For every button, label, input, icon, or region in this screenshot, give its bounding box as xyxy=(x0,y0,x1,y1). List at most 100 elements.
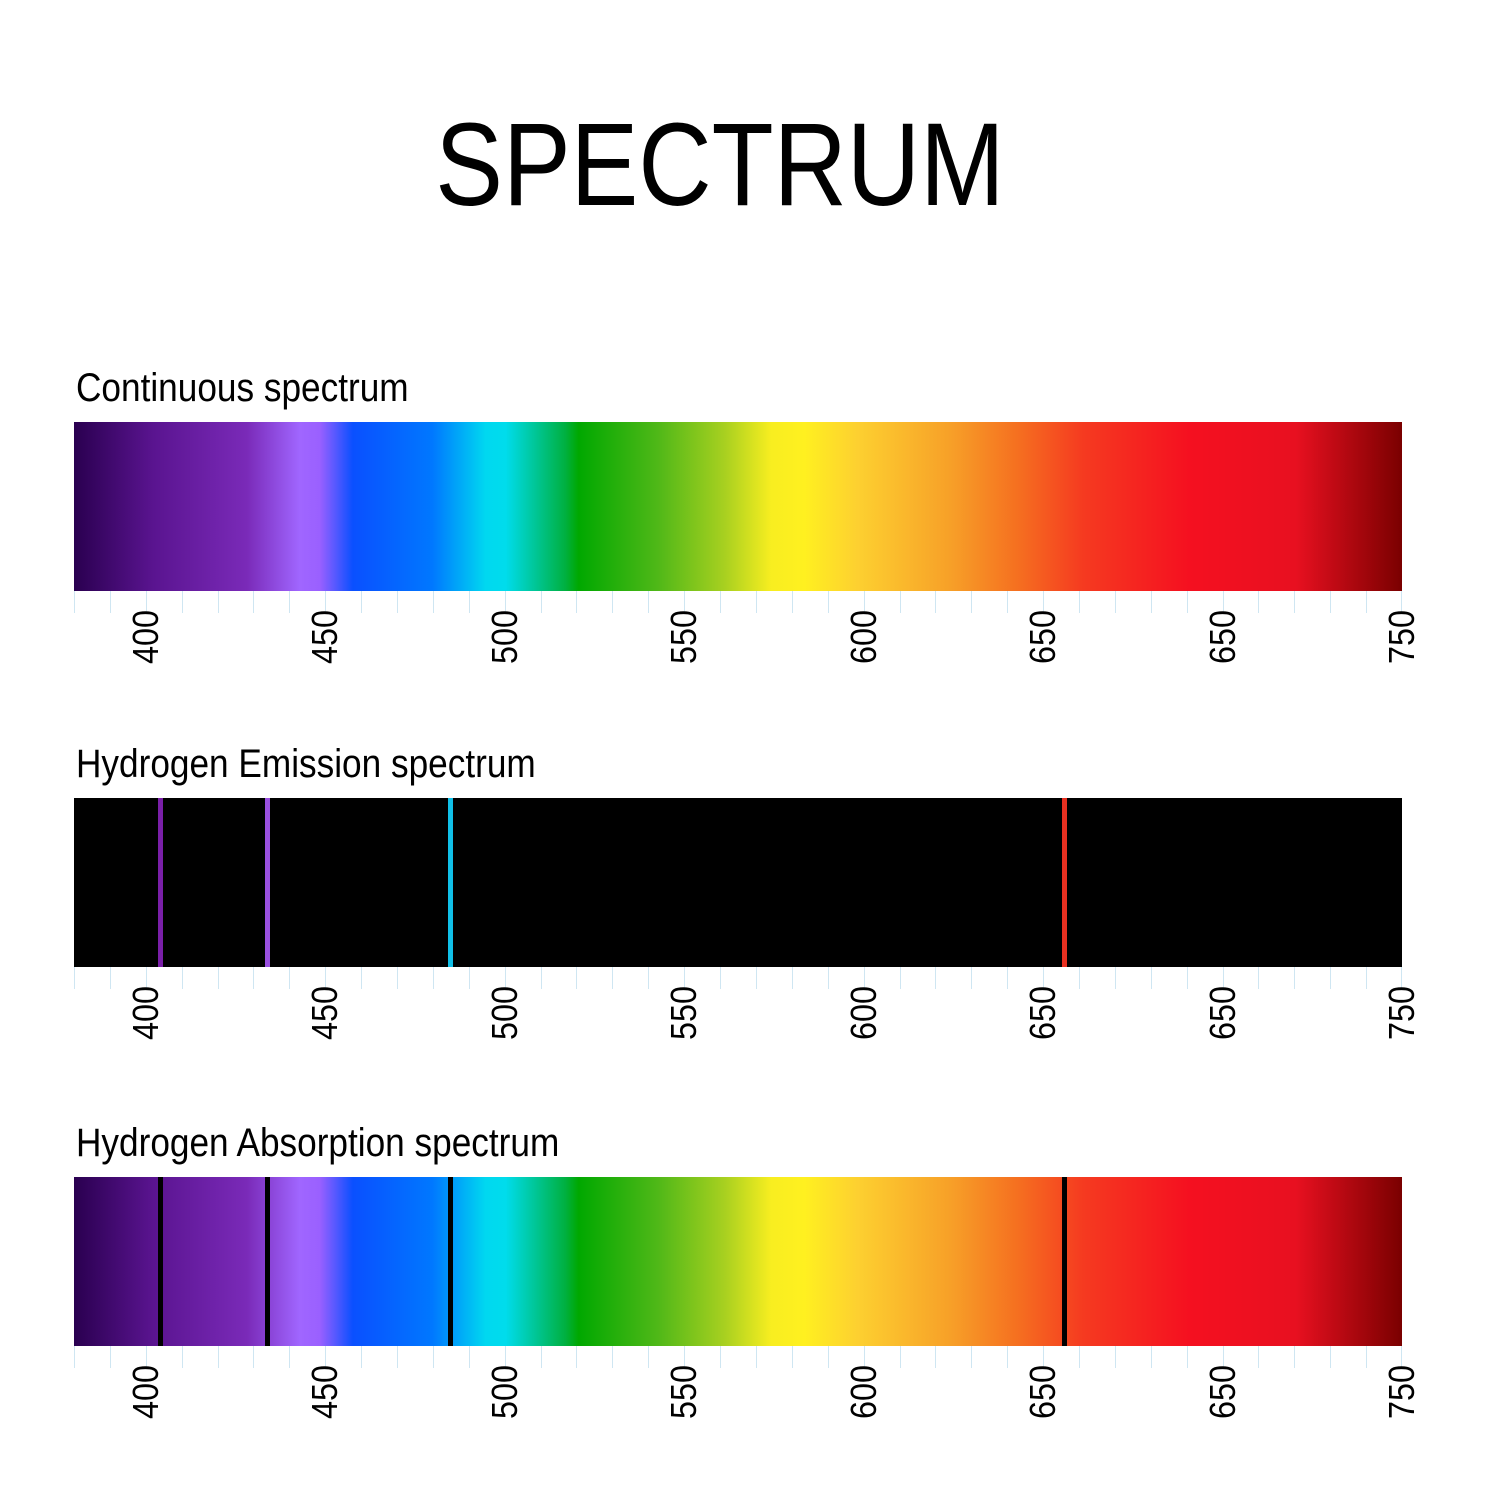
axis-tick xyxy=(1258,967,1260,989)
tick-label: 600 xyxy=(842,609,884,664)
axis-tick xyxy=(648,967,650,989)
axis-tick xyxy=(863,591,865,613)
tick-label: 750 xyxy=(1381,985,1422,1040)
tick-label: 650 xyxy=(1022,1364,1064,1419)
axis-tick xyxy=(1078,591,1080,613)
axis-tick xyxy=(468,1346,470,1368)
tick-label: 450 xyxy=(304,609,346,664)
section-label: Continuous spectrum xyxy=(76,366,409,410)
axis-tick xyxy=(1043,967,1045,989)
axis-tick xyxy=(1258,1346,1260,1368)
axis-tick xyxy=(935,1346,937,1368)
axis-tick xyxy=(1007,1346,1009,1368)
axis-tick xyxy=(397,591,399,613)
spectral-line xyxy=(265,798,271,967)
axis-tick xyxy=(612,967,614,989)
tick-label: 550 xyxy=(663,1364,705,1419)
axis-tick xyxy=(468,591,470,613)
tick-label: 650 xyxy=(1022,985,1064,1040)
axis-tick xyxy=(1366,591,1368,613)
tick-label: 450 xyxy=(304,1364,346,1419)
axis-tick xyxy=(827,967,829,989)
axis-tick xyxy=(397,967,399,989)
tick-label: 400 xyxy=(124,609,166,664)
axis-tick xyxy=(1186,1346,1188,1368)
axis-tick xyxy=(217,1346,219,1368)
axis-tick xyxy=(1043,591,1045,613)
tick-label: 650 xyxy=(1201,609,1243,664)
axis-tick xyxy=(1330,591,1332,613)
axis-tick xyxy=(432,1346,434,1368)
axis-tick xyxy=(1150,1346,1152,1368)
axis-tick xyxy=(1401,591,1402,613)
axis-tick xyxy=(217,967,219,989)
tick-label: 450 xyxy=(304,985,346,1040)
wavelength-axis: 400 450 500 550 600 650 650 750 xyxy=(74,591,1422,681)
axis-tick xyxy=(1007,967,1009,989)
axis-tick xyxy=(684,967,686,989)
tick-label: 750 xyxy=(1381,1364,1422,1419)
axis-tick xyxy=(1043,1346,1045,1368)
spectral-line xyxy=(448,798,454,967)
spectral-line xyxy=(1062,798,1068,967)
spectral-line xyxy=(157,798,163,967)
axis-tick xyxy=(1078,1346,1080,1368)
axis-tick xyxy=(540,1346,542,1368)
axis-tick xyxy=(935,967,937,989)
axis-tick xyxy=(1366,967,1368,989)
axis-tick xyxy=(397,1346,399,1368)
tick-label: 400 xyxy=(124,985,166,1040)
axis-tick xyxy=(145,1346,147,1368)
axis-tick xyxy=(540,967,542,989)
axis-tick xyxy=(432,967,434,989)
wavelength-axis: 400 450 500 550 600 650 650 750 xyxy=(74,1346,1422,1436)
axis-tick xyxy=(289,591,291,613)
axis-tick xyxy=(863,967,865,989)
spectral-line xyxy=(448,1177,454,1346)
axis-tick xyxy=(1222,1346,1224,1368)
axis-tick xyxy=(1150,967,1152,989)
axis-tick xyxy=(648,1346,650,1368)
spectral-line xyxy=(265,1177,271,1346)
tick-label: 600 xyxy=(842,1364,884,1419)
axis-tick xyxy=(1186,591,1188,613)
axis-tick xyxy=(504,1346,506,1368)
continuous-spectrum-bar xyxy=(74,422,1402,591)
axis-tick xyxy=(109,591,111,613)
tick-label: 650 xyxy=(1201,1364,1243,1419)
axis-tick xyxy=(755,1346,757,1368)
spectral-line xyxy=(1062,1177,1068,1346)
axis-tick xyxy=(74,1346,75,1368)
axis-tick xyxy=(684,1346,686,1368)
axis-tick xyxy=(1366,1346,1368,1368)
axis-tick xyxy=(899,591,901,613)
section-label: Hydrogen Absorption spectrum xyxy=(76,1121,560,1165)
axis-tick xyxy=(181,1346,183,1368)
axis-tick xyxy=(971,1346,973,1368)
axis-tick xyxy=(720,591,722,613)
emission-spectrum-bar xyxy=(74,798,1402,967)
axis-tick xyxy=(109,967,111,989)
axis-tick xyxy=(468,967,470,989)
axis-tick xyxy=(1330,1346,1332,1368)
axis-tick xyxy=(899,1346,901,1368)
axis-tick xyxy=(648,591,650,613)
axis-tick xyxy=(576,1346,578,1368)
axis-tick xyxy=(1007,591,1009,613)
axis-tick xyxy=(361,591,363,613)
axis-tick xyxy=(361,967,363,989)
tick-label: 600 xyxy=(842,985,884,1040)
axis-tick xyxy=(289,1346,291,1368)
spectral-line xyxy=(157,1177,163,1346)
axis-tick xyxy=(253,967,255,989)
axis-tick xyxy=(1114,591,1116,613)
axis-tick xyxy=(720,1346,722,1368)
axis-tick xyxy=(145,591,147,613)
axis-tick xyxy=(576,967,578,989)
axis-tick xyxy=(432,591,434,613)
axis-tick xyxy=(74,591,75,613)
axis-tick xyxy=(1294,1346,1296,1368)
axis-tick xyxy=(1258,591,1260,613)
axis-tick xyxy=(1401,967,1402,989)
axis-tick xyxy=(504,967,506,989)
